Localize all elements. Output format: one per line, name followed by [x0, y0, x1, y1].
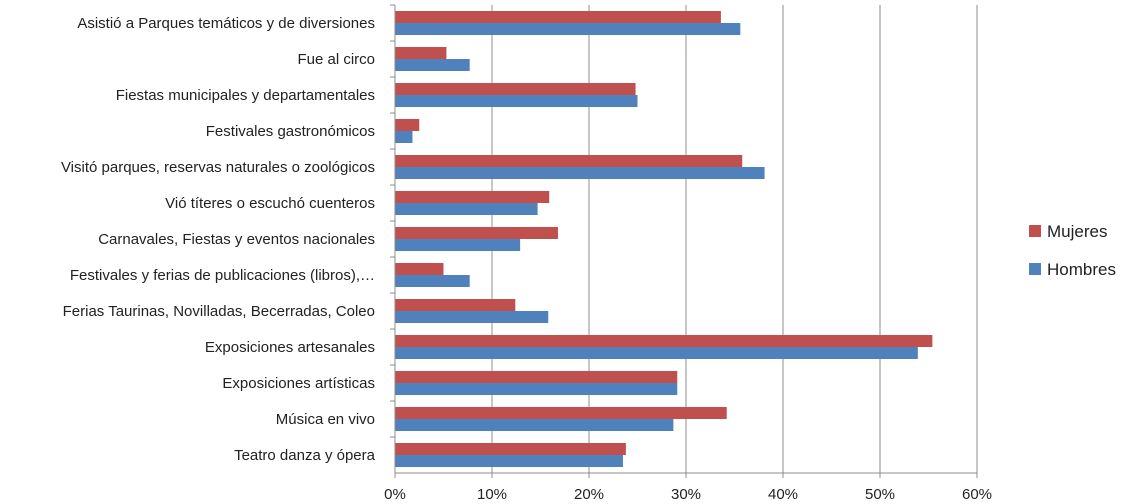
category-label: Festivales gastronómicos — [206, 123, 375, 140]
category-label: Música en vivo — [276, 411, 375, 428]
x-tick-label: 40% — [768, 486, 798, 503]
bar-mujeres-11 — [395, 407, 727, 419]
x-tick-label: 20% — [574, 486, 604, 503]
bar-mujeres-2 — [395, 83, 636, 95]
legend-label-mujeres: Mujeres — [1047, 222, 1107, 241]
bar-hombres-3 — [395, 131, 413, 143]
category-label: Visitó parques, reservas naturales o zoo… — [61, 159, 375, 176]
bar-hombres-0 — [395, 23, 741, 35]
bar-mujeres-6 — [395, 227, 558, 239]
bar-hombres-5 — [395, 203, 538, 215]
legend-label-hombres: Hombres — [1047, 260, 1116, 279]
category-label: Festivales y ferias de publicaciones (li… — [70, 267, 375, 284]
category-label: Exposiciones artesanales — [205, 339, 375, 356]
bar-hombres-6 — [395, 239, 521, 251]
bar-mujeres-0 — [395, 11, 721, 23]
category-label: Vió títeres o escuchó cuenteros — [165, 195, 375, 212]
x-tick-label: 30% — [671, 486, 701, 503]
bars — [395, 11, 933, 467]
category-label: Ferias Taurinas, Novilladas, Becerradas,… — [63, 303, 375, 320]
bar-hombres-8 — [395, 311, 549, 323]
category-label: Fiestas municipales y departamentales — [116, 87, 375, 104]
bar-mujeres-12 — [395, 443, 626, 455]
legend-swatch-hombres — [1029, 263, 1041, 275]
bar-mujeres-5 — [395, 191, 550, 203]
category-label: Asistió a Parques temáticos y de diversi… — [77, 15, 375, 32]
bar-hombres-2 — [395, 95, 638, 107]
category-label: Exposiciones artísticas — [222, 375, 375, 392]
bar-mujeres-4 — [395, 155, 743, 167]
bar-hombres-1 — [395, 59, 470, 71]
bar-hombres-10 — [395, 383, 678, 395]
bar-mujeres-10 — [395, 371, 678, 383]
bar-mujeres-1 — [395, 47, 447, 59]
bar-hombres-4 — [395, 167, 765, 179]
category-label: Carnavales, Fiestas y eventos nacionales — [98, 231, 375, 248]
legend: Mujeres Hombres — [1029, 222, 1116, 279]
x-tick-label: 60% — [962, 486, 992, 503]
bar-hombres-12 — [395, 455, 623, 467]
category-labels: Asistió a Parques temáticos y de diversi… — [61, 15, 376, 464]
category-label: Teatro danza y ópera — [234, 447, 376, 464]
bar-mujeres-9 — [395, 335, 933, 347]
x-tick-label: 50% — [865, 486, 895, 503]
bar-mujeres-7 — [395, 263, 444, 275]
x-axis: 0% 10% 20% 30% 40% 50% 60% — [384, 4, 992, 503]
bar-hombres-9 — [395, 347, 918, 359]
x-tick-label: 10% — [477, 486, 507, 503]
bar-mujeres-3 — [395, 119, 420, 131]
bar-hombres-7 — [395, 275, 470, 287]
legend-swatch-mujeres — [1029, 225, 1041, 237]
category-label: Fue al circo — [297, 51, 375, 68]
gridlines — [491, 5, 978, 473]
bar-hombres-11 — [395, 419, 674, 431]
x-tick-label: 0% — [384, 486, 406, 503]
bar-mujeres-8 — [395, 299, 516, 311]
